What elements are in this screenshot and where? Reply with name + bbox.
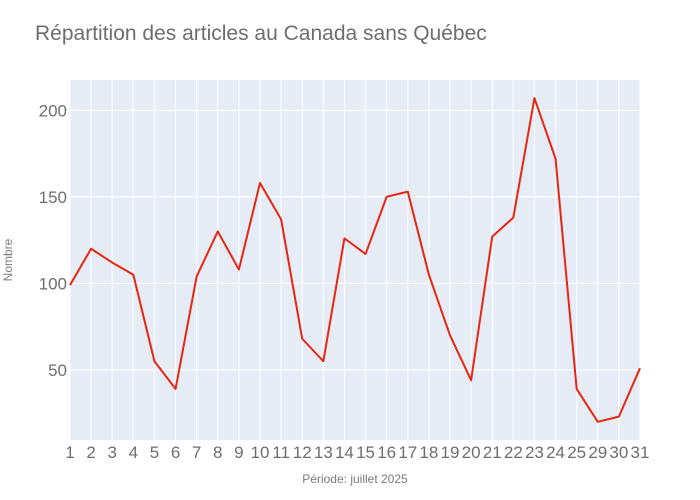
data-point (363, 251, 369, 257)
x-tick-label: 19 (441, 443, 460, 462)
x-tick-label: 16 (377, 443, 396, 462)
series-layer (67, 95, 643, 425)
plot-area (70, 80, 640, 440)
x-tick-label: 2 (86, 443, 95, 462)
x-tick-label: 5 (150, 443, 159, 462)
x-tick-label: 9 (234, 443, 243, 462)
data-point (173, 386, 179, 392)
x-tick-label: 8 (213, 443, 222, 462)
data-point (510, 215, 516, 221)
chart-title: Répartition des articles au Canada sans … (35, 22, 487, 45)
x-tick-label: 15 (356, 443, 375, 462)
x-tick-label: 17 (398, 443, 417, 462)
data-point (194, 273, 200, 279)
x-tick-label: 12 (293, 443, 312, 462)
data-point (384, 194, 390, 200)
x-tick-label: 21 (483, 443, 502, 462)
x-tick-label: 1 (65, 443, 74, 462)
x-tick-label: 10 (251, 443, 270, 462)
data-point (637, 365, 643, 371)
data-point (341, 235, 347, 241)
y-tick-labels: 50 100 150 200 (39, 101, 67, 380)
x-tick-label: 29 (588, 443, 607, 462)
data-point (489, 234, 495, 240)
x-tick-label: 11 (272, 443, 290, 462)
y-gridlines (70, 109, 640, 371)
data-point (88, 246, 94, 252)
data-point (468, 377, 474, 383)
data-point (257, 180, 263, 186)
data-point (616, 414, 622, 420)
x-tick-label: 18 (419, 443, 438, 462)
y-tick-label: 50 (48, 361, 67, 380)
x-tick-label: 20 (462, 443, 481, 462)
data-point (405, 189, 411, 195)
x-tick-label: 22 (504, 443, 523, 462)
data-point (130, 272, 136, 278)
series-line (69, 97, 641, 423)
y-tick-label: 200 (39, 101, 67, 120)
data-point (215, 228, 221, 234)
x-tick-label: 7 (192, 443, 201, 462)
data-point (109, 260, 115, 266)
x-axis-title: Période: juillet 2025 (302, 472, 408, 486)
x-tick-label: 23 (525, 443, 544, 462)
y-tick-label: 150 (39, 188, 67, 207)
data-point (595, 419, 601, 425)
data-point (426, 272, 432, 278)
x-tick-label: 6 (171, 443, 180, 462)
x-tick-label: 13 (314, 443, 333, 462)
y-axis-title: Nombre (1, 238, 15, 281)
data-point (574, 386, 580, 392)
data-point (553, 156, 559, 162)
x-tick-label: 4 (129, 443, 138, 462)
x-tick-label: 30 (609, 443, 628, 462)
data-point (236, 267, 242, 273)
x-gridlines (69, 80, 641, 440)
x-tick-label: 24 (546, 443, 565, 462)
data-point (320, 358, 326, 364)
x-tick-label: 31 (631, 443, 650, 462)
data-point (531, 95, 537, 101)
x-tick-labels: 1 2 3 4 5 6 7 8 9 10 11 12 13 14 15 16 17 18 19 20 21 22 23 24 2… (65, 443, 649, 462)
x-tick-label: 14 (335, 443, 354, 462)
data-point (299, 336, 305, 342)
data-point (447, 332, 453, 338)
data-point (151, 358, 157, 364)
y-tick-label: 100 (39, 274, 67, 293)
x-tick-label: 3 (107, 443, 116, 462)
x-tick-label: 25 (567, 443, 586, 462)
data-point (278, 216, 284, 222)
data-point (67, 282, 73, 288)
